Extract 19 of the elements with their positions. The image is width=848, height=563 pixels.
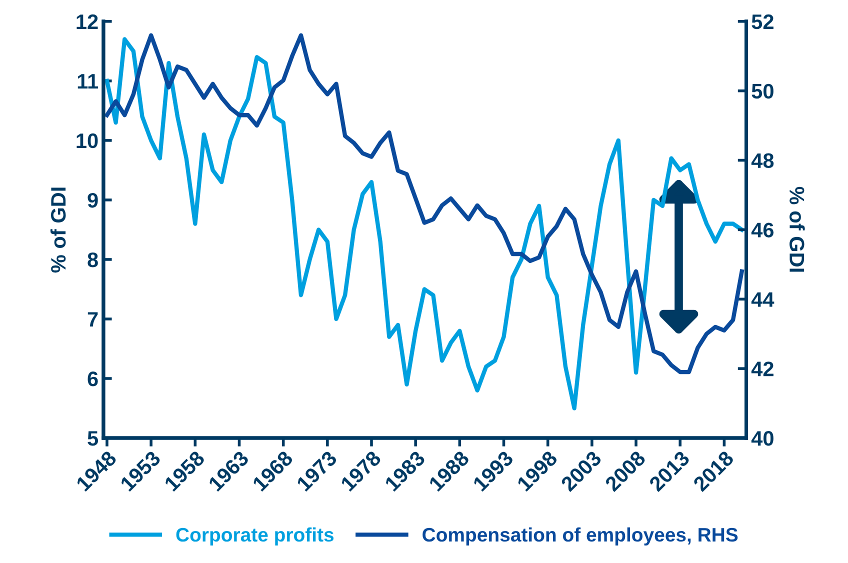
y-axis-title: % of GDI: [50, 188, 66, 273]
legend-label: Corporate profits: [176, 527, 334, 546]
y2-tick-label: 52: [752, 14, 774, 30]
y-tick-label: 9: [88, 192, 98, 208]
y2-tick-label: 44: [751, 292, 774, 307]
y2-tick-label: 50: [752, 84, 774, 99]
y2-tick-label: 46: [751, 222, 774, 238]
y2-tick-label: 40: [751, 431, 774, 446]
y-tick-label: 8: [88, 252, 98, 268]
y-tick-label: 7: [88, 312, 98, 327]
y2-tick-label: 48: [751, 153, 774, 168]
y-tick-label: 5: [88, 431, 98, 446]
y2-axis-title: % of GDI: [790, 186, 805, 272]
y-tick-label: 12: [76, 14, 98, 29]
legend-label: Compensation of employees, RHS: [422, 527, 738, 546]
y2-tick-label: 42: [751, 362, 774, 376]
y-tick-label: 10: [76, 133, 98, 148]
y-tick-label: 6: [88, 372, 98, 386]
y-tick-label: 11: [78, 74, 98, 88]
